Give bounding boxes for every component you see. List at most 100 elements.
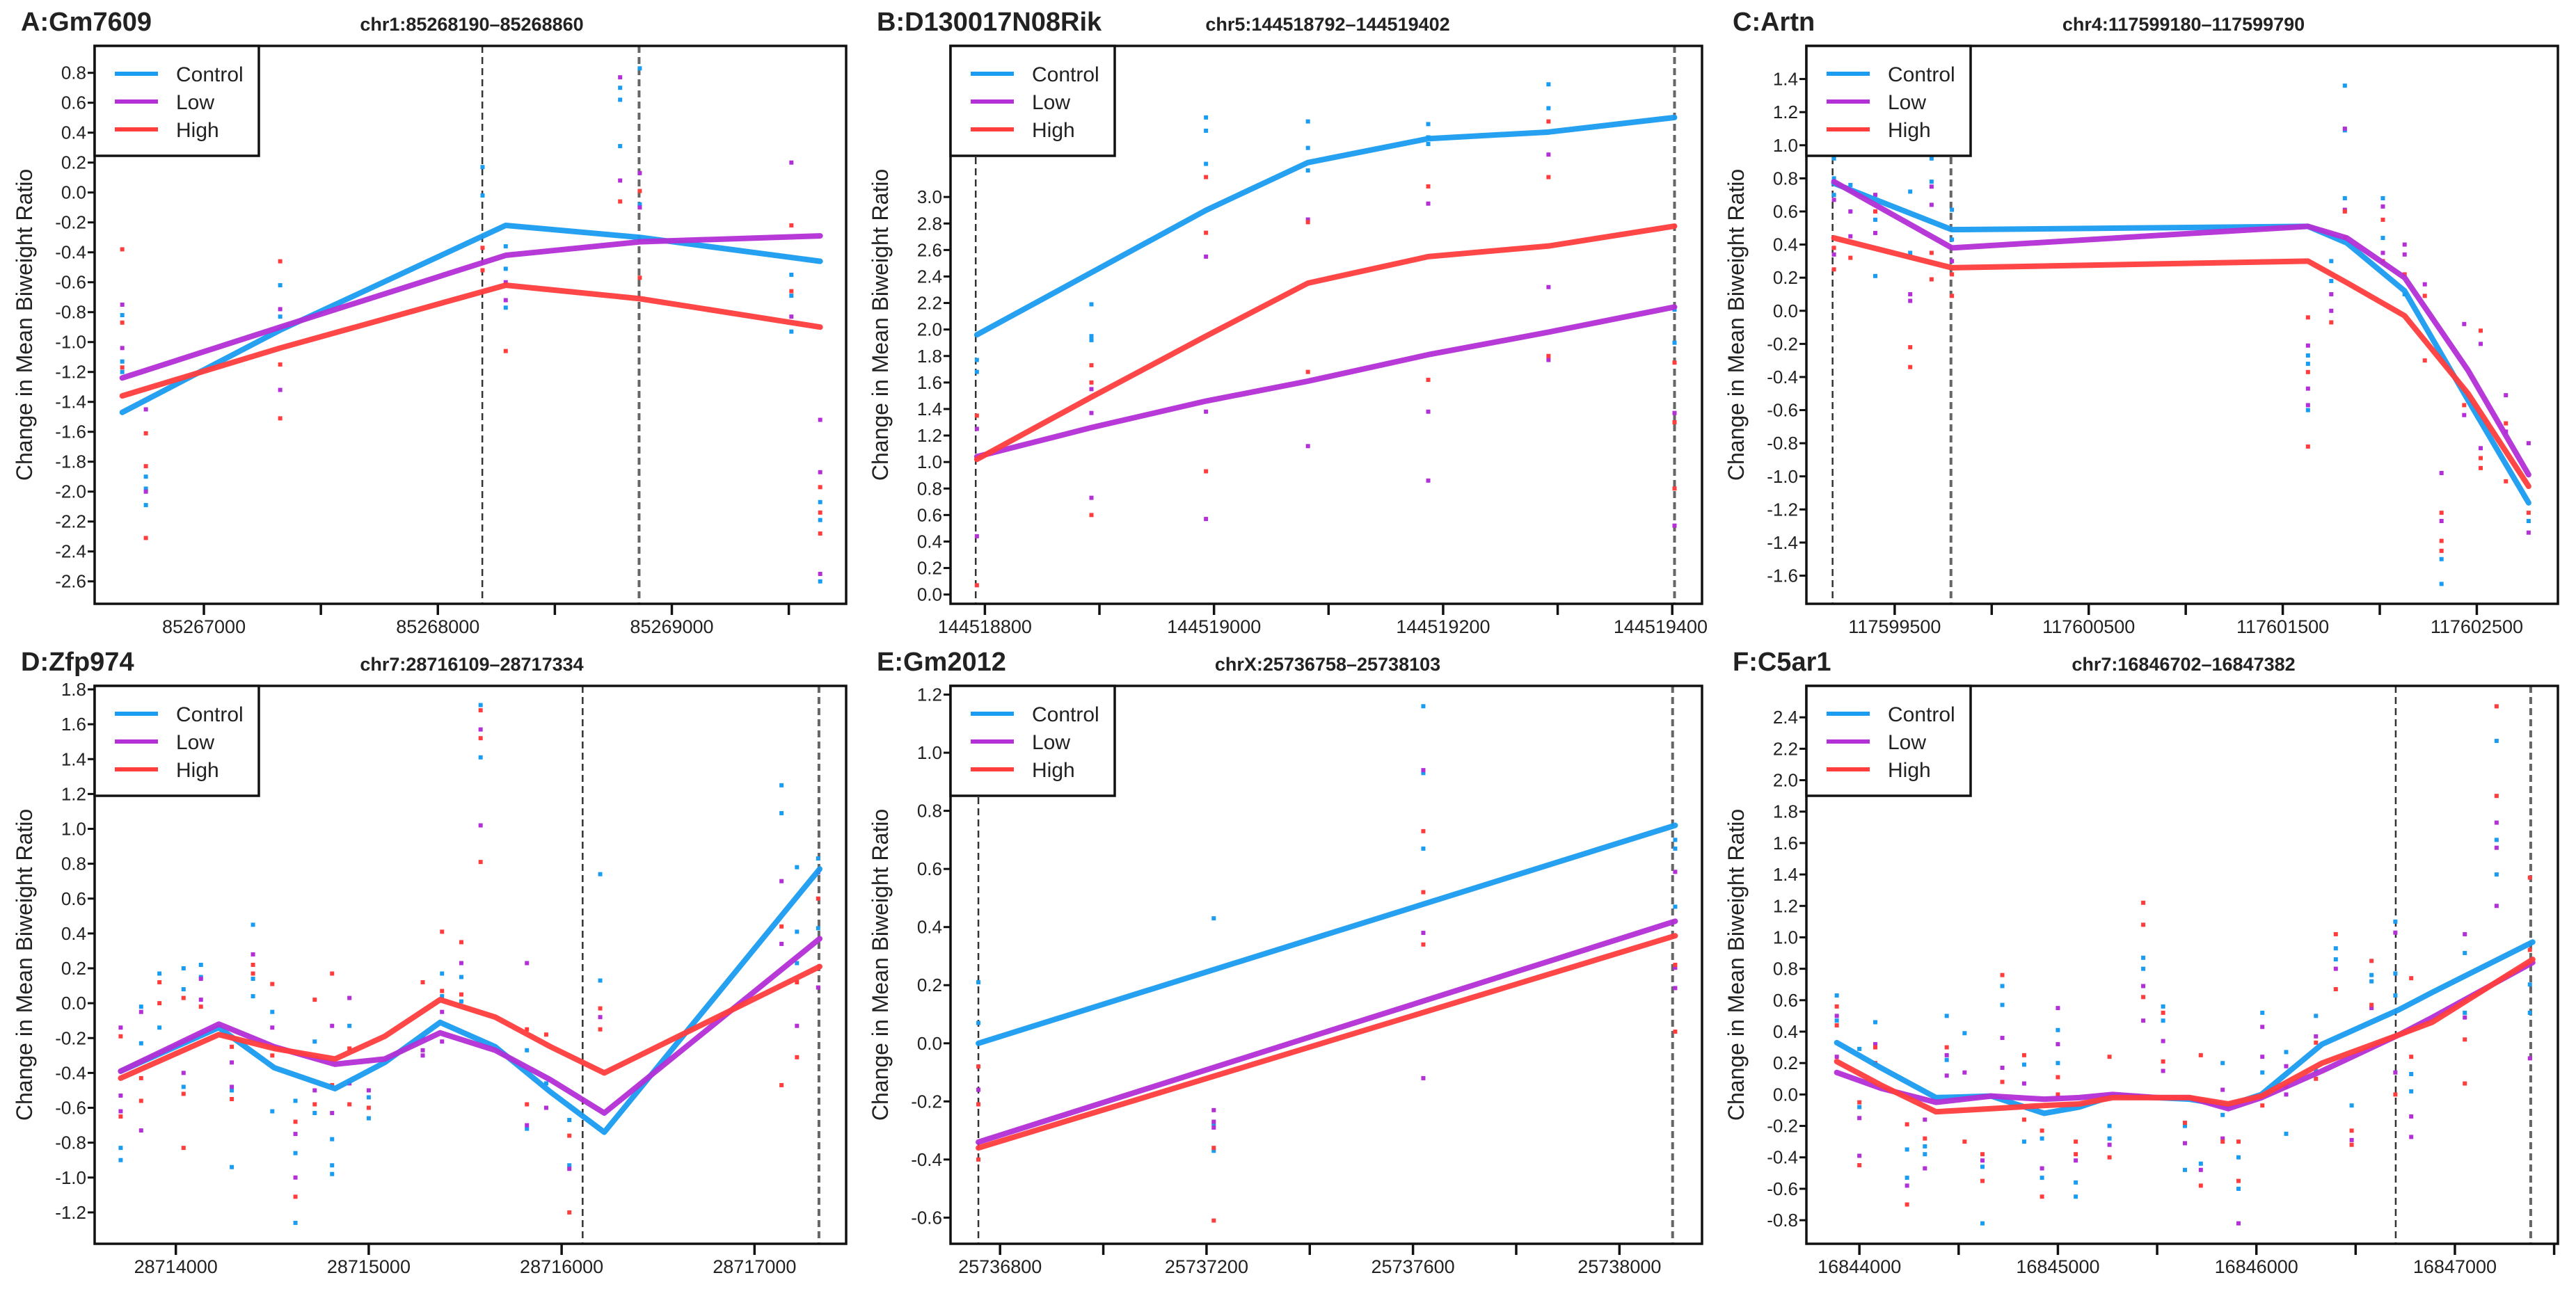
data-point-control — [366, 1116, 371, 1121]
data-point-low — [2329, 308, 2334, 313]
y-tick-label: 1.0 — [1773, 135, 1798, 156]
data-point-control — [278, 314, 283, 319]
data-point-low — [138, 1128, 143, 1133]
data-point-control — [2409, 1089, 2414, 1094]
data-point-control — [2021, 1062, 2026, 1067]
data-point-low — [789, 160, 794, 165]
data-point-low — [2056, 1006, 2060, 1011]
y-tick-label: 0.8 — [1773, 168, 1798, 189]
data-point-control — [976, 1020, 981, 1025]
data-point-high — [1857, 1163, 1862, 1168]
data-point-control — [1089, 334, 1094, 339]
data-point-control — [2333, 957, 2338, 962]
data-point-high — [366, 1105, 371, 1110]
data-point-control — [567, 1118, 572, 1123]
data-point-control — [1950, 237, 1955, 242]
data-point-high — [818, 485, 822, 490]
data-point-control — [480, 165, 485, 170]
data-point-high — [2161, 1059, 2165, 1064]
data-point-low — [1089, 495, 1094, 500]
data-point-high — [1980, 1178, 1985, 1183]
data-point-low — [459, 961, 463, 966]
data-point-control — [366, 1095, 371, 1100]
data-point-high — [120, 247, 125, 252]
legend-label-low: Low — [176, 91, 214, 114]
chart-panel-d: D:Zfp974 chr7:28716109–28717334 Change in … — [12, 648, 848, 1277]
legend-label-high: High — [1888, 759, 1931, 782]
data-point-low — [2305, 386, 2310, 391]
x-tick-label: 85268000 — [396, 616, 479, 637]
y-tick-label: 1.8 — [1773, 801, 1798, 822]
data-point-control — [795, 929, 800, 934]
y-tick-label: -1.2 — [55, 1202, 86, 1223]
data-point-control — [2463, 951, 2467, 956]
data-point-control — [480, 193, 485, 198]
data-point-low — [278, 307, 283, 312]
data-point-high — [2141, 995, 2146, 1000]
data-point-control — [1089, 302, 1094, 307]
x-tick-label: 85269000 — [630, 616, 713, 637]
data-point-high — [1944, 1045, 1949, 1050]
data-point-high — [1929, 250, 1934, 255]
y-tick-label: -0.2 — [55, 212, 86, 233]
data-point-low — [637, 205, 642, 210]
data-point-high — [478, 708, 483, 713]
data-point-low — [1204, 517, 1209, 522]
data-point-control — [1873, 217, 1877, 222]
data-point-low — [567, 1167, 572, 1171]
data-point-control — [181, 1084, 186, 1089]
data-point-low — [1673, 966, 1678, 970]
data-point-high — [1211, 1218, 1216, 1223]
data-point-high — [293, 1119, 298, 1124]
data-point-high — [1672, 420, 1677, 425]
data-point-control — [2333, 946, 2338, 951]
y-tick-label: -0.4 — [55, 242, 86, 263]
data-point-high — [2439, 511, 2444, 515]
data-point-low — [2198, 1167, 2203, 1172]
data-point-low — [120, 302, 125, 307]
data-point-high — [976, 1064, 981, 1069]
data-point-control — [1211, 916, 1216, 921]
data-point-high — [525, 1027, 530, 1032]
data-point-low — [818, 470, 822, 474]
data-point-high — [1546, 175, 1551, 179]
data-point-low — [2369, 1006, 2374, 1011]
data-point-high — [2342, 209, 2347, 214]
data-point-control — [2141, 955, 2146, 960]
x-tick-label: 28717000 — [713, 1256, 796, 1277]
data-point-low — [2182, 1141, 2187, 1146]
data-point-high — [198, 1004, 203, 1009]
data-point-high — [637, 275, 642, 280]
legend-label-high: High — [176, 119, 219, 142]
data-point-control — [1848, 182, 1853, 187]
data-point-control — [2056, 1027, 2060, 1032]
data-point-low — [795, 1023, 800, 1028]
data-point-control — [2409, 1072, 2414, 1077]
data-point-low — [1672, 410, 1677, 415]
y-tick-label: -0.4 — [55, 1062, 86, 1083]
data-point-low — [1908, 298, 1913, 303]
y-tick-label: 2.0 — [917, 319, 942, 340]
data-point-low — [2141, 984, 2146, 988]
data-point-low — [1546, 285, 1551, 289]
data-point-high — [1421, 828, 1426, 833]
panel-e: E:Gm2012 chrX:25736758–25738103 Change in … — [856, 640, 1712, 1287]
data-point-low — [1923, 1166, 1927, 1171]
y-tick-label: -2.4 — [55, 541, 86, 562]
data-point-low — [1305, 217, 1310, 222]
data-point-control — [503, 266, 508, 271]
data-point-high — [420, 980, 425, 985]
data-point-control — [143, 503, 148, 508]
data-point-control — [2305, 408, 2310, 413]
y-axis-label: Change in Mean Biweight Ratio — [1724, 169, 1749, 481]
data-point-high — [2526, 511, 2531, 515]
data-point-control — [1857, 1046, 1862, 1051]
data-point-high — [1873, 1045, 1877, 1050]
data-point-control — [1211, 1148, 1216, 1153]
data-point-high — [2527, 947, 2532, 952]
data-point-low — [525, 961, 530, 966]
x-tick-label: 16844000 — [1818, 1256, 1901, 1277]
data-point-low — [2462, 321, 2467, 326]
plot-frame — [1805, 45, 2559, 605]
data-point-low — [2402, 242, 2407, 247]
